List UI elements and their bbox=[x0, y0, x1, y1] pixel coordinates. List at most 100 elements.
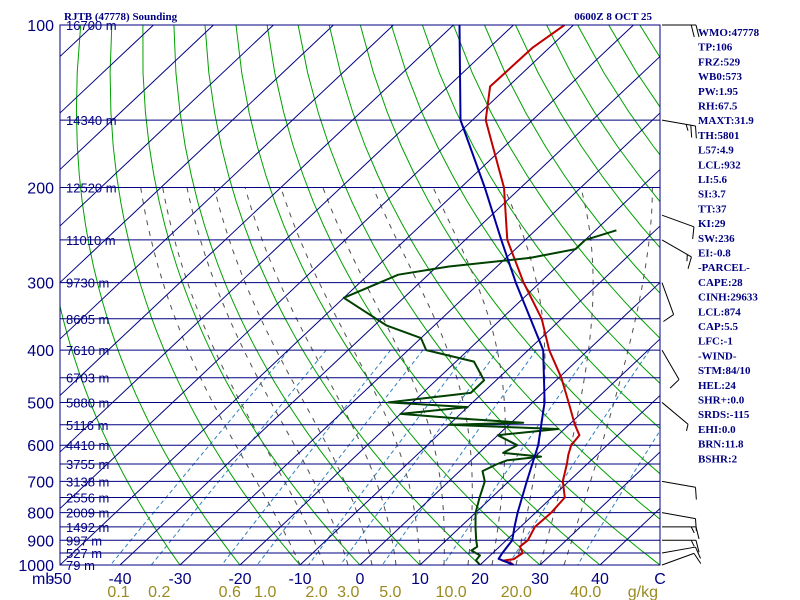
wind-barb bbox=[661, 402, 689, 431]
pressure-tick-label: 500 bbox=[27, 395, 54, 412]
wind-barb bbox=[661, 512, 697, 531]
mixing-ratio-label: 3.0 bbox=[337, 584, 359, 600]
isotherm-line bbox=[239, 168, 660, 565]
height-label: 7610 m bbox=[66, 343, 109, 358]
isotherm-line bbox=[299, 225, 660, 565]
height-label: 5116 m bbox=[66, 418, 108, 433]
index-value: EHI:0.0 bbox=[698, 424, 736, 436]
index-value: TT:37 bbox=[698, 203, 727, 215]
index-value: -WIND- bbox=[698, 350, 737, 362]
wind-barb bbox=[662, 24, 700, 38]
isotherm-line bbox=[479, 394, 660, 565]
mixing-ratio-label: 20.0 bbox=[501, 584, 532, 600]
mixing-ratio-label: 5.0 bbox=[379, 584, 401, 600]
height-label: 4410 m bbox=[66, 438, 109, 453]
isotherm-line bbox=[60, 25, 334, 284]
index-value: CINH:29633 bbox=[698, 292, 758, 304]
index-value: PW:1.95 bbox=[698, 86, 739, 98]
temperature-tick-label: 10 bbox=[411, 571, 429, 588]
moist-adiabat-line bbox=[186, 187, 349, 565]
isotherm-line bbox=[60, 25, 574, 510]
parcel-profile-line bbox=[458, 25, 546, 565]
index-value: KI:29 bbox=[698, 218, 726, 230]
pressure-tick-label: 900 bbox=[27, 533, 54, 550]
index-value: SRDS:-115 bbox=[698, 409, 750, 421]
wind-barb bbox=[661, 480, 697, 500]
temperature-tick-label: 40 bbox=[591, 571, 609, 588]
height-label: 16700 m bbox=[66, 18, 117, 33]
moist-adiabat-line bbox=[322, 187, 445, 565]
isotherm-line bbox=[539, 451, 660, 565]
pressure-tick-label: 800 bbox=[27, 506, 54, 523]
isotherm-line bbox=[60, 25, 274, 227]
wind-barb bbox=[661, 349, 680, 389]
isotherm-line bbox=[179, 112, 660, 565]
pressure-tick-label: 600 bbox=[27, 438, 54, 455]
wind-barb bbox=[661, 239, 692, 269]
pressure-tick-label: 100 bbox=[27, 18, 54, 35]
index-value: WMO:47778 bbox=[698, 27, 760, 39]
isotherm-line bbox=[60, 25, 514, 453]
temperature-tick-label: 20 bbox=[471, 571, 489, 588]
wind-barb bbox=[661, 546, 701, 559]
temperature-tick-label: 0 bbox=[356, 571, 365, 588]
wind-barb bbox=[661, 214, 695, 240]
index-value: SI:3.7 bbox=[698, 189, 726, 201]
chart-title: RJTB (47778) Sounding bbox=[64, 11, 178, 23]
index-value: CAPE:28 bbox=[698, 277, 743, 289]
index-value: MAXT:31.9 bbox=[698, 115, 754, 127]
height-label: 2556 m bbox=[66, 491, 109, 506]
dewpoint-profile-line bbox=[342, 229, 617, 565]
isotherm-line bbox=[60, 25, 394, 340]
index-value: BSHR:2 bbox=[698, 453, 738, 465]
temperature-tick-label: -40 bbox=[108, 571, 131, 588]
height-label: 6703 m bbox=[66, 371, 109, 386]
index-value: SW:236 bbox=[698, 233, 735, 245]
height-label: 14340 m bbox=[66, 113, 117, 128]
temperature-tick-label: -50 bbox=[48, 571, 71, 588]
height-label: 8605 m bbox=[66, 312, 109, 327]
temperature-tick-label: -10 bbox=[288, 571, 311, 588]
pressure-tick-label: 300 bbox=[27, 276, 54, 293]
mixing-ratio-label: 0.2 bbox=[148, 584, 170, 600]
height-label: 1492 m bbox=[66, 520, 109, 535]
index-value: EI:-0.8 bbox=[698, 248, 731, 260]
index-value: -PARCEL- bbox=[698, 262, 750, 274]
series-layer bbox=[342, 25, 617, 565]
sounding-time: 0600Z 8 OCT 25 bbox=[574, 11, 652, 23]
isotherm-line bbox=[419, 338, 660, 565]
wind-barb bbox=[661, 282, 675, 322]
temperature-tick-label: 30 bbox=[531, 571, 549, 588]
height-label: 3755 m bbox=[66, 457, 109, 472]
isotherm-line bbox=[119, 55, 660, 565]
grid-layer bbox=[60, 25, 660, 565]
isotherm-line bbox=[60, 25, 454, 397]
moist-adiabat-line bbox=[213, 187, 373, 565]
mixing-ratio-label: 1.0 bbox=[254, 584, 276, 600]
height-label: 3138 m bbox=[66, 474, 109, 489]
stability-indices: WMO:47778 TP:106 FRZ:529 WB0:573 PW:1.95 RH:6… bbox=[698, 27, 760, 465]
plot-frame bbox=[59, 24, 661, 566]
index-value: LFC:-1 bbox=[698, 336, 733, 348]
isotherm-line bbox=[60, 25, 214, 171]
wind-barbs bbox=[661, 24, 702, 566]
pressure-tick-label: 400 bbox=[27, 343, 54, 360]
mixing-ratio-label: 10.0 bbox=[436, 584, 467, 600]
height-label: 2009 m bbox=[66, 506, 109, 521]
index-value: CAP:5.5 bbox=[698, 321, 739, 333]
pressure-unit-label: mb bbox=[32, 571, 54, 588]
height-label: 997 m bbox=[66, 533, 102, 548]
index-value: LCL:874 bbox=[698, 306, 741, 318]
index-value: BRN:11.8 bbox=[698, 439, 744, 451]
isotherm-line bbox=[60, 25, 634, 565]
pressure-tick-label: 1000 bbox=[18, 558, 54, 575]
height-label: 527 m bbox=[66, 546, 102, 561]
mixing-ratio-label: 2.0 bbox=[305, 584, 327, 600]
mixing-ratio-unit-label: g/kg bbox=[628, 584, 658, 600]
index-value: STM:84/10 bbox=[698, 365, 751, 377]
index-value: L57:4.9 bbox=[698, 145, 734, 157]
index-value: TH:5801 bbox=[698, 130, 740, 142]
index-value: TP:106 bbox=[698, 42, 733, 54]
